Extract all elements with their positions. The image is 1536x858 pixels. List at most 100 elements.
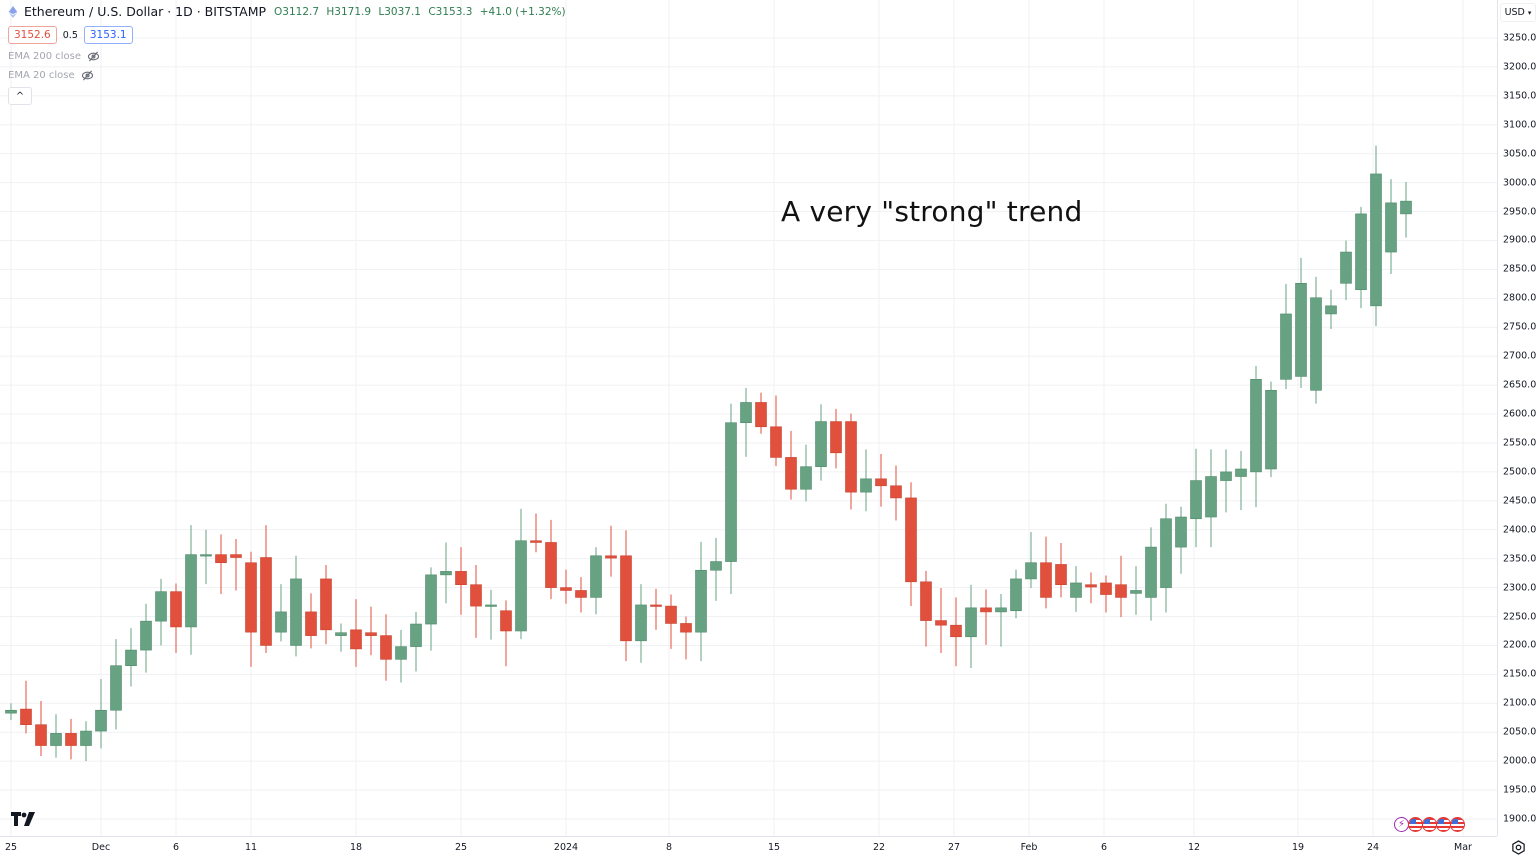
candle-body[interactable] <box>1025 562 1037 580</box>
candle-body[interactable] <box>395 646 407 660</box>
candle-body[interactable] <box>785 457 797 490</box>
candle-body[interactable] <box>440 571 452 576</box>
candle-body[interactable] <box>1310 297 1322 391</box>
candle-body[interactable] <box>1085 584 1097 588</box>
candle-body[interactable] <box>290 578 302 646</box>
candle-body[interactable] <box>155 591 167 622</box>
candle-body[interactable] <box>1175 516 1187 548</box>
candle-body[interactable] <box>215 554 227 564</box>
candle-body[interactable] <box>365 632 377 636</box>
flash-event-icon[interactable]: ⚡ <box>1394 817 1409 832</box>
candle-body[interactable] <box>560 587 572 591</box>
candle-body[interactable] <box>170 591 182 628</box>
candle-body[interactable] <box>1130 590 1142 594</box>
candle-body[interactable] <box>1100 582 1112 595</box>
candle-body[interactable] <box>935 620 947 626</box>
candle-body[interactable] <box>1355 213 1367 290</box>
candle-body[interactable] <box>1265 390 1277 470</box>
candle-body[interactable] <box>590 555 602 598</box>
candle-body[interactable] <box>1055 564 1067 585</box>
candle-body[interactable] <box>1235 468 1247 477</box>
candle-body[interactable] <box>620 555 632 642</box>
candle-body[interactable] <box>605 555 617 559</box>
candle-body[interactable] <box>650 604 662 607</box>
candle-body[interactable] <box>1325 305 1337 315</box>
candle-body[interactable] <box>1115 584 1127 598</box>
candle-body[interactable] <box>80 730 92 746</box>
candle-body[interactable] <box>470 584 482 607</box>
candle-body[interactable] <box>710 561 722 571</box>
candle-body[interactable] <box>500 610 512 632</box>
candle-body[interactable] <box>1280 313 1292 380</box>
candle-body[interactable] <box>965 607 977 638</box>
candle-body[interactable] <box>185 554 197 628</box>
candle-body[interactable] <box>950 624 962 638</box>
candle-body[interactable] <box>740 402 752 424</box>
candle-body[interactable] <box>35 724 47 746</box>
candle-body[interactable] <box>905 497 917 583</box>
candle-body[interactable] <box>50 733 62 746</box>
candle-body[interactable] <box>1400 200 1412 215</box>
candle-body[interactable] <box>200 554 212 557</box>
time-axis[interactable] <box>0 836 1497 858</box>
candle-body[interactable] <box>680 623 692 633</box>
eye-off-icon[interactable] <box>87 51 100 62</box>
candle-body[interactable] <box>1040 562 1052 598</box>
candle-body[interactable] <box>875 478 887 487</box>
candle-body[interactable] <box>890 485 902 499</box>
us-flag-event-icon[interactable] <box>1422 817 1437 832</box>
candle-body[interactable] <box>575 590 587 598</box>
candle-body[interactable] <box>800 466 812 490</box>
buy-button[interactable]: 3153.1 <box>83 26 133 44</box>
price-axis[interactable] <box>1497 0 1536 836</box>
candle-body[interactable] <box>20 708 32 726</box>
collapse-legend-button[interactable]: ^ <box>8 87 32 105</box>
candle-body[interactable] <box>665 605 677 624</box>
candle-body[interactable] <box>65 733 77 746</box>
indicator-ema200[interactable]: EMA 200 close <box>8 51 100 62</box>
candle-body[interactable] <box>110 665 122 711</box>
symbol-legend[interactable]: Ethereum / U.S. Dollar · 1D · BITSTAMP O… <box>8 4 570 19</box>
economic-events[interactable]: ⚡ <box>1394 817 1465 832</box>
eye-off-icon[interactable] <box>81 70 94 81</box>
us-flag-event-icon[interactable] <box>1436 817 1451 832</box>
candle-body[interactable] <box>830 421 842 454</box>
indicator-ema20[interactable]: EMA 20 close <box>8 70 94 81</box>
candle-body[interactable] <box>1010 578 1022 612</box>
candle-body[interactable] <box>515 540 527 632</box>
candle-body[interactable] <box>920 581 932 621</box>
candle-body[interactable] <box>1385 202 1397 253</box>
candle-body[interactable] <box>230 554 242 558</box>
us-flag-event-icon[interactable] <box>1408 817 1423 832</box>
candle-body[interactable] <box>860 478 872 493</box>
candle-body[interactable] <box>305 611 317 636</box>
candle-body[interactable] <box>1295 282 1307 377</box>
candle-body[interactable] <box>1205 476 1217 518</box>
candle-body[interactable] <box>530 540 542 543</box>
candle-body[interactable] <box>1145 546 1157 598</box>
candle-body[interactable] <box>425 574 437 625</box>
candle-body[interactable] <box>410 623 422 647</box>
candle-body[interactable] <box>125 649 137 666</box>
candle-body[interactable] <box>1070 582 1082 598</box>
candle-body[interactable] <box>980 607 992 613</box>
candle-body[interactable] <box>245 562 257 633</box>
candle-body[interactable] <box>1370 173 1382 307</box>
candle-body[interactable] <box>695 569 707 633</box>
candle-body[interactable] <box>1160 518 1172 588</box>
candle-body[interactable] <box>845 421 857 493</box>
candle-body[interactable] <box>140 620 152 651</box>
candle-body[interactable] <box>635 604 647 642</box>
candle-body[interactable] <box>1250 379 1262 473</box>
candle-body[interactable] <box>485 604 497 607</box>
candle-body[interactable] <box>380 635 392 660</box>
candle-body[interactable] <box>545 542 557 588</box>
candle-body[interactable] <box>5 709 17 714</box>
candle-body[interactable] <box>1340 251 1352 284</box>
candle-body[interactable] <box>725 422 737 562</box>
candle-body[interactable] <box>455 571 467 586</box>
tradingview-logo[interactable] <box>11 812 37 826</box>
candle-body[interactable] <box>335 632 347 636</box>
candle-body[interactable] <box>320 578 332 631</box>
us-flag-event-icon[interactable] <box>1450 817 1465 832</box>
